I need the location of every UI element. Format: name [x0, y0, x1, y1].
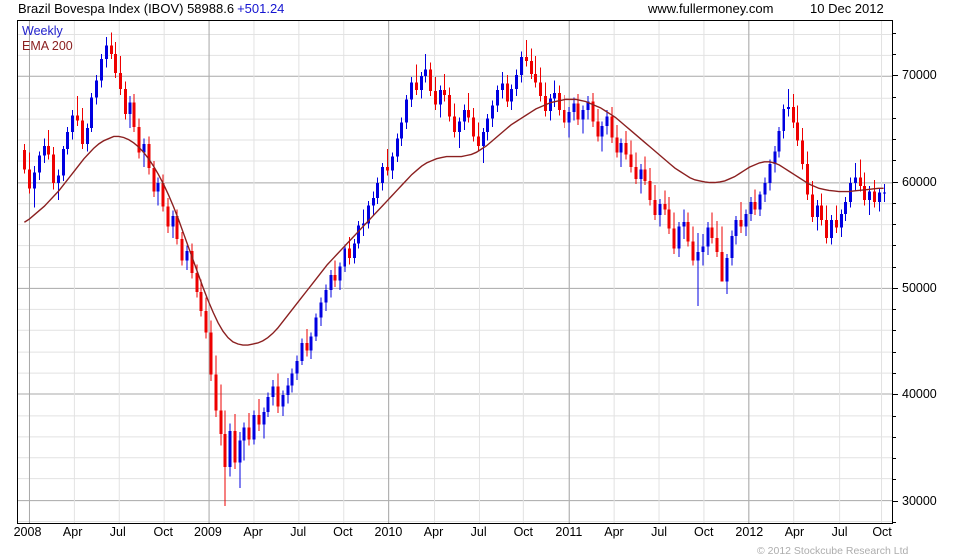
- x-axis-label: 2009: [194, 525, 222, 539]
- x-axis-label: Oct: [153, 525, 174, 539]
- y-axis-tick: [893, 458, 896, 460]
- x-axis-label: Oct: [872, 525, 892, 539]
- chart-series-layer: [22, 32, 887, 507]
- x-axis-label: 2012: [735, 525, 764, 539]
- x-axis-label: Oct: [333, 525, 353, 539]
- chart-title-text: Brazil Bovespa Index (IBOV) 58988.6: [18, 1, 235, 16]
- y-axis-tick: [893, 181, 898, 183]
- x-axis-label: Jul: [831, 525, 848, 539]
- y-axis-tick: [893, 160, 896, 162]
- plot-area: [17, 20, 893, 524]
- x-axis-label: Apr: [62, 525, 83, 539]
- chart-date-label: 10 Dec 2012: [810, 1, 884, 16]
- y-axis-tick: [893, 479, 896, 481]
- y-axis-tick: [893, 117, 896, 119]
- x-axis-label: Oct: [694, 525, 714, 539]
- y-axis-tick: [893, 75, 898, 77]
- y-axis-tick: [893, 245, 896, 247]
- x-axis: 2008 Apr Jul Oct 2009 Apr Jul Oct 2010 Apr Jul Oct 2…: [13, 525, 893, 545]
- x-axis-label: Apr: [423, 525, 444, 539]
- x-axis-label: Jul: [470, 525, 487, 539]
- chart-change-value: +501.24: [237, 1, 285, 16]
- chart-gridlines: [18, 21, 892, 523]
- y-axis-tick: [893, 330, 896, 332]
- y-axis-tick: [893, 373, 896, 374]
- y-axis-tick: [893, 351, 896, 353]
- y-axis-tick: [893, 309, 896, 311]
- x-axis-label: 2008: [13, 525, 42, 539]
- x-axis-label: Apr: [604, 525, 624, 539]
- y-axis-tick: [893, 266, 896, 268]
- x-axis-label: Jul: [290, 525, 307, 539]
- y-axis-tick: [893, 96, 896, 98]
- website-label: www.fullermoney.com: [648, 1, 774, 16]
- y-axis-label: 70000: [902, 68, 937, 83]
- x-axis-label: 2010: [374, 525, 403, 539]
- y-axis-label: 60000: [902, 174, 937, 189]
- chart-header: Brazil Bovespa Index (IBOV) 58988.6 +501.…: [0, 0, 980, 20]
- y-axis-label: 40000: [902, 387, 937, 402]
- y-axis-tick: [893, 415, 896, 417]
- y-axis-tick: [893, 394, 898, 396]
- x-axis-label: 2011: [555, 525, 583, 539]
- y-axis-tick: [893, 436, 896, 438]
- y-axis-tick: [893, 500, 898, 502]
- y-axis-label: 50000: [902, 280, 937, 295]
- x-axis-label: Oct: [513, 525, 534, 539]
- copyright-notice: © 2012 Stockcube Research Ltd: [757, 545, 909, 557]
- x-axis-label: Jul: [109, 525, 126, 539]
- y-axis-label: 30000: [902, 493, 937, 508]
- y-axis-tick: [893, 287, 898, 289]
- y-axis-tick: [893, 202, 896, 204]
- y-axis: 30000 40000 50000 60000 70000: [893, 20, 980, 524]
- y-axis-tick: [893, 32, 896, 34]
- y-axis-tick: [893, 139, 896, 141]
- x-axis-label: Apr: [243, 525, 263, 539]
- x-axis-label: Jul: [651, 525, 668, 539]
- x-axis-label: Apr: [784, 525, 805, 539]
- y-axis-tick: [893, 224, 896, 226]
- y-axis-tick: [893, 521, 896, 523]
- y-axis-tick: [893, 54, 896, 56]
- chart-title: Brazil Bovespa Index (IBOV) 58988.6 +501.…: [18, 1, 284, 16]
